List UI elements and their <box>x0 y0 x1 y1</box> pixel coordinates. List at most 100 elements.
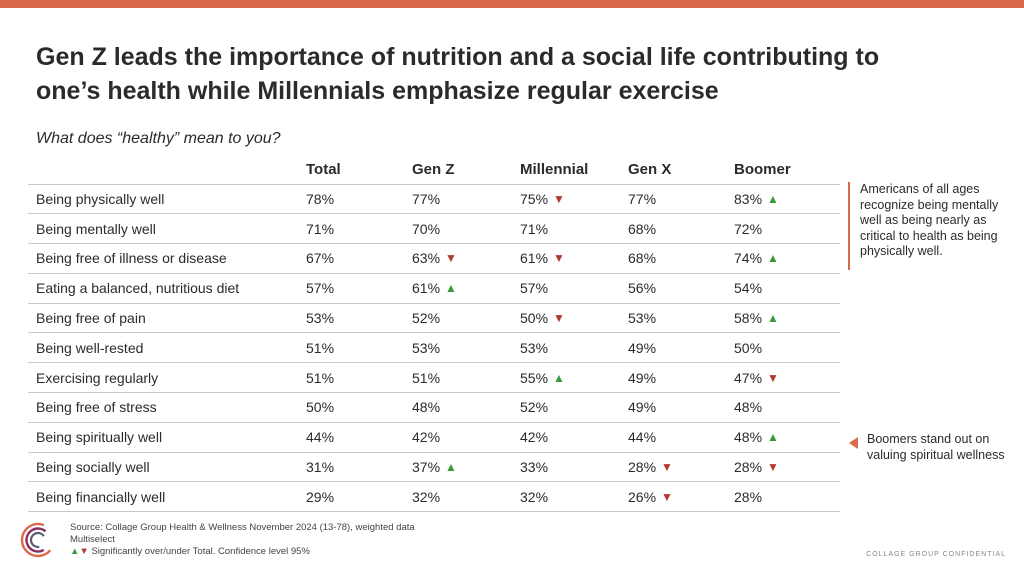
row-label: Being free of pain <box>28 302 306 333</box>
value-cell: 56% <box>628 272 734 304</box>
down-arrow-icon: ▼ <box>767 370 779 385</box>
cell-value: 51% <box>306 369 335 386</box>
cell-value: 26% <box>628 488 657 505</box>
value-cell: 51% <box>306 332 412 363</box>
value-cell: 42% <box>520 421 628 453</box>
value-cell: 52% <box>412 302 520 333</box>
table-row: Being physically well 78% 77% 75% ▼ 77% 83% ▲ <box>28 183 840 214</box>
down-arrow-icon: ▼ <box>553 251 565 266</box>
results-table: Total Gen Z Millennial Gen X Boomer Bein… <box>28 156 840 513</box>
cell-value: 51% <box>306 339 335 356</box>
value-cell: 42% <box>412 421 520 453</box>
value-cell: 29% <box>306 481 412 513</box>
cell-value: 31% <box>306 459 335 476</box>
cell-value: 29% <box>306 488 335 505</box>
value-cell: 32% <box>520 481 628 513</box>
value-cell: 61% ▲ <box>412 272 520 304</box>
value-cell: 44% <box>306 421 412 453</box>
row-label: Being spiritually well <box>28 421 306 453</box>
cell-value: 63% <box>412 250 441 267</box>
value-cell: 53% <box>412 332 520 363</box>
value-cell: 28% <box>734 481 840 513</box>
row-label: Being socially well <box>28 451 306 482</box>
value-cell: 50% <box>734 332 840 363</box>
cell-value: 42% <box>412 429 441 446</box>
down-arrow-icon: ▼ <box>445 251 457 266</box>
table-row: Being free of illness or disease 67% 63% ▼ 6… <box>28 243 840 274</box>
up-arrow-icon: ▲ <box>445 281 457 296</box>
cell-value: 48% <box>734 429 763 446</box>
table-row: Being free of pain 53% 52% 50% ▼ 53% 58% ▲ <box>28 302 840 333</box>
cell-value: 67% <box>306 250 335 267</box>
table-header-row: Total Gen Z Millennial Gen X Boomer <box>28 156 840 184</box>
cell-value: 50% <box>306 399 335 416</box>
cell-value: 49% <box>628 339 657 356</box>
value-cell: 83% ▲ <box>734 183 840 214</box>
value-cell: 78% <box>306 183 412 214</box>
cell-value: 37% <box>412 459 441 476</box>
significance-text: Significantly over/under Total. Confiden… <box>91 546 310 557</box>
value-cell: 74% ▲ <box>734 243 840 274</box>
value-cell: 47% ▼ <box>734 362 840 393</box>
down-arrow-icon: ▼ <box>79 546 89 557</box>
cell-value: 75% <box>520 190 549 207</box>
value-cell: 77% <box>628 183 734 214</box>
up-arrow-icon: ▲ <box>767 430 779 445</box>
value-cell: 61% ▼ <box>520 243 628 274</box>
value-cell: 53% <box>628 302 734 333</box>
column-header-millennial: Millennial <box>520 161 589 179</box>
cell-value: 50% <box>734 339 763 356</box>
value-cell: 49% <box>628 332 734 363</box>
cell-value: 53% <box>306 310 335 327</box>
cell-value: 78% <box>306 190 335 207</box>
value-cell: 52% <box>520 392 628 423</box>
up-arrow-icon: ▲ <box>553 370 565 385</box>
cell-value: 52% <box>520 399 549 416</box>
cell-value: 77% <box>412 190 441 207</box>
cell-value: 58% <box>734 310 763 327</box>
value-cell: 48% <box>412 392 520 423</box>
row-label: Being mentally well <box>28 213 306 244</box>
cell-value: 61% <box>412 280 441 297</box>
value-cell: 75% ▼ <box>520 183 628 214</box>
value-cell: 68% <box>628 213 734 244</box>
value-cell: 68% <box>628 243 734 274</box>
value-cell: 55% ▲ <box>520 362 628 393</box>
table-row: Being mentally well 71% 70% 71% 68% 72% <box>28 213 840 244</box>
cell-value: 57% <box>520 280 549 297</box>
survey-question: What does “healthy” mean to you? <box>36 130 281 147</box>
cell-value: 74% <box>734 250 763 267</box>
value-cell: 57% <box>520 272 628 304</box>
row-label: Eating a balanced, nutritious diet <box>28 272 306 304</box>
spiritual-callout: Boomers stand out on valuing spiritual w… <box>867 432 1005 462</box>
value-cell: 49% <box>628 362 734 393</box>
value-cell: 50% ▼ <box>520 302 628 333</box>
value-cell: 31% <box>306 451 412 482</box>
table-body: Being physically well 78% 77% 75% ▼ 77% 83% ▲ Be… <box>28 183 840 513</box>
cell-value: 61% <box>520 250 549 267</box>
cell-value: 71% <box>520 220 549 237</box>
cell-value: 42% <box>520 429 549 446</box>
cell-value: 83% <box>734 190 763 207</box>
value-cell: 53% <box>520 332 628 363</box>
value-cell: 44% <box>628 421 734 453</box>
page-title: Gen Z leads the importance of nutrition … <box>36 43 880 105</box>
row-label: Being free of illness or disease <box>28 243 306 274</box>
cell-value: 57% <box>306 280 335 297</box>
value-cell: 50% <box>306 392 412 423</box>
confidential-label: COLLAGE GROUP CONFIDENTIAL <box>866 551 1006 558</box>
value-cell: 48% <box>734 392 840 423</box>
row-label: Being financially well <box>28 481 306 513</box>
value-cell: 33% <box>520 451 628 482</box>
cell-value: 47% <box>734 369 763 386</box>
cell-value: 28% <box>734 488 763 505</box>
up-arrow-icon: ▲ <box>445 460 457 475</box>
cell-value: 48% <box>734 399 763 416</box>
value-cell: 72% <box>734 213 840 244</box>
cell-value: 49% <box>628 399 657 416</box>
up-arrow-icon: ▲ <box>767 251 779 266</box>
value-cell: 67% <box>306 243 412 274</box>
value-cell: 71% <box>306 213 412 244</box>
up-arrow-icon: ▲ <box>70 546 80 557</box>
cell-value: 53% <box>628 310 657 327</box>
